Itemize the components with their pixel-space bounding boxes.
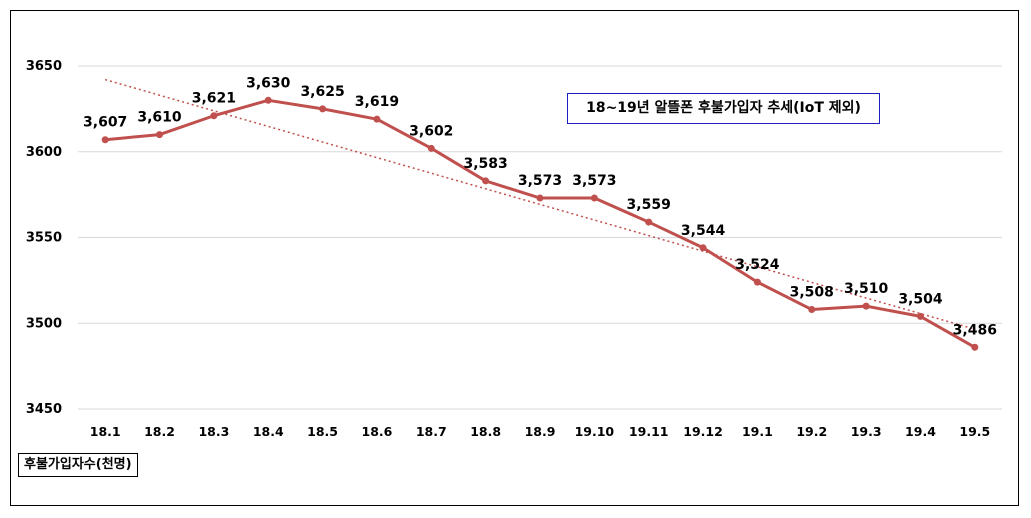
x-tick-label-19.10: 19.10 [575,424,615,439]
data-label-19.4: 3,504 [898,291,943,307]
data-point-19.5 [971,343,979,351]
data-label-19.5: 3,486 [953,322,997,338]
trendline [104,78,976,330]
y-axis-tick-labels: 3450 3500 3550 3600 3650 [26,59,62,417]
chart-title: 18~19년 알뜰폰 후불가입자 추세(IoT 제외) [567,93,880,124]
data-point-19.4 [916,312,924,320]
data-point-19.2 [808,306,816,314]
data-point-18.5 [319,105,327,113]
x-tick-label-18.5: 18.5 [307,424,338,439]
data-label-18.4: 3,630 [246,75,291,91]
data-label-19.1: 3,524 [735,257,780,273]
data-label-19.12: 3,544 [681,223,726,239]
series-line-path [105,98,976,349]
x-tick-label-18.7: 18.7 [416,424,447,439]
data-points [101,96,979,351]
x-tick-label-18.3: 18.3 [198,424,229,439]
x-tick-label-18.8: 18.8 [470,424,501,439]
data-label-18.6: 3,619 [355,94,399,110]
data-point-19.11 [645,218,653,226]
data-label-19.3: 3,510 [844,281,889,297]
y-tick-label-3500: 3500 [26,316,62,331]
data-label-18.3: 3,621 [192,91,236,107]
data-point-18.1 [101,136,109,144]
data-label-18.8: 3,583 [463,156,507,172]
x-tick-label-19.5: 19.5 [959,424,990,439]
data-point-19.12 [699,244,707,252]
data-point-18.7 [427,144,435,152]
x-tick-label-19.4: 19.4 [905,424,936,439]
y-tick-label-3650: 3650 [26,59,62,74]
data-label-18.9: 3,573 [518,173,562,189]
data-label-18.2: 3,610 [137,110,182,126]
data-labels: 3,607 3,610 3,621 3,630 3,625 3,619 3,602 3,583… [83,75,997,338]
data-point-18.2 [156,131,164,139]
chart-frame [10,10,1019,506]
data-label-19.10: 3,573 [572,173,616,189]
data-point-19.3 [862,302,870,310]
gridlines [78,65,1002,410]
x-axis-tick-labels: 18.1 18.2 18.3 18.4 18.5 18.6 18.7 18.8 18.9 19.1… [90,424,990,439]
data-point-18.4 [264,96,272,104]
series-line [105,98,976,349]
x-tick-label-19.11: 19.11 [629,424,669,439]
x-tick-label-18.1: 18.1 [90,424,121,439]
data-label-18.7: 3,602 [409,123,453,139]
data-point-18.8 [482,177,490,185]
x-tick-label-19.12: 19.12 [683,424,723,439]
y-tick-label-3450: 3450 [26,402,62,417]
data-point-18.3 [210,112,218,120]
trendline-linear [104,78,976,330]
data-label-18.5: 3,625 [300,84,344,100]
x-tick-label-18.9: 18.9 [525,424,556,439]
x-tick-label-19.3: 19.3 [851,424,882,439]
data-point-18.6 [373,115,381,123]
y-tick-label-3600: 3600 [26,145,62,160]
x-tick-label-18.4: 18.4 [253,424,284,439]
x-tick-label-19.2: 19.2 [796,424,827,439]
data-label-18.1: 3,607 [83,115,127,131]
y-axis-unit-label: 후불가입자수(천명) [18,453,138,477]
data-point-19.10 [590,194,598,202]
x-tick-label-19.1: 19.1 [742,424,773,439]
data-label-19.11: 3,559 [627,197,671,213]
data-point-18.9 [536,194,544,202]
x-tick-label-18.6: 18.6 [362,424,393,439]
data-label-19.2: 3,508 [790,285,834,301]
x-tick-label-18.2: 18.2 [144,424,175,439]
data-point-19.1 [753,278,761,286]
y-tick-label-3550: 3550 [26,231,62,246]
